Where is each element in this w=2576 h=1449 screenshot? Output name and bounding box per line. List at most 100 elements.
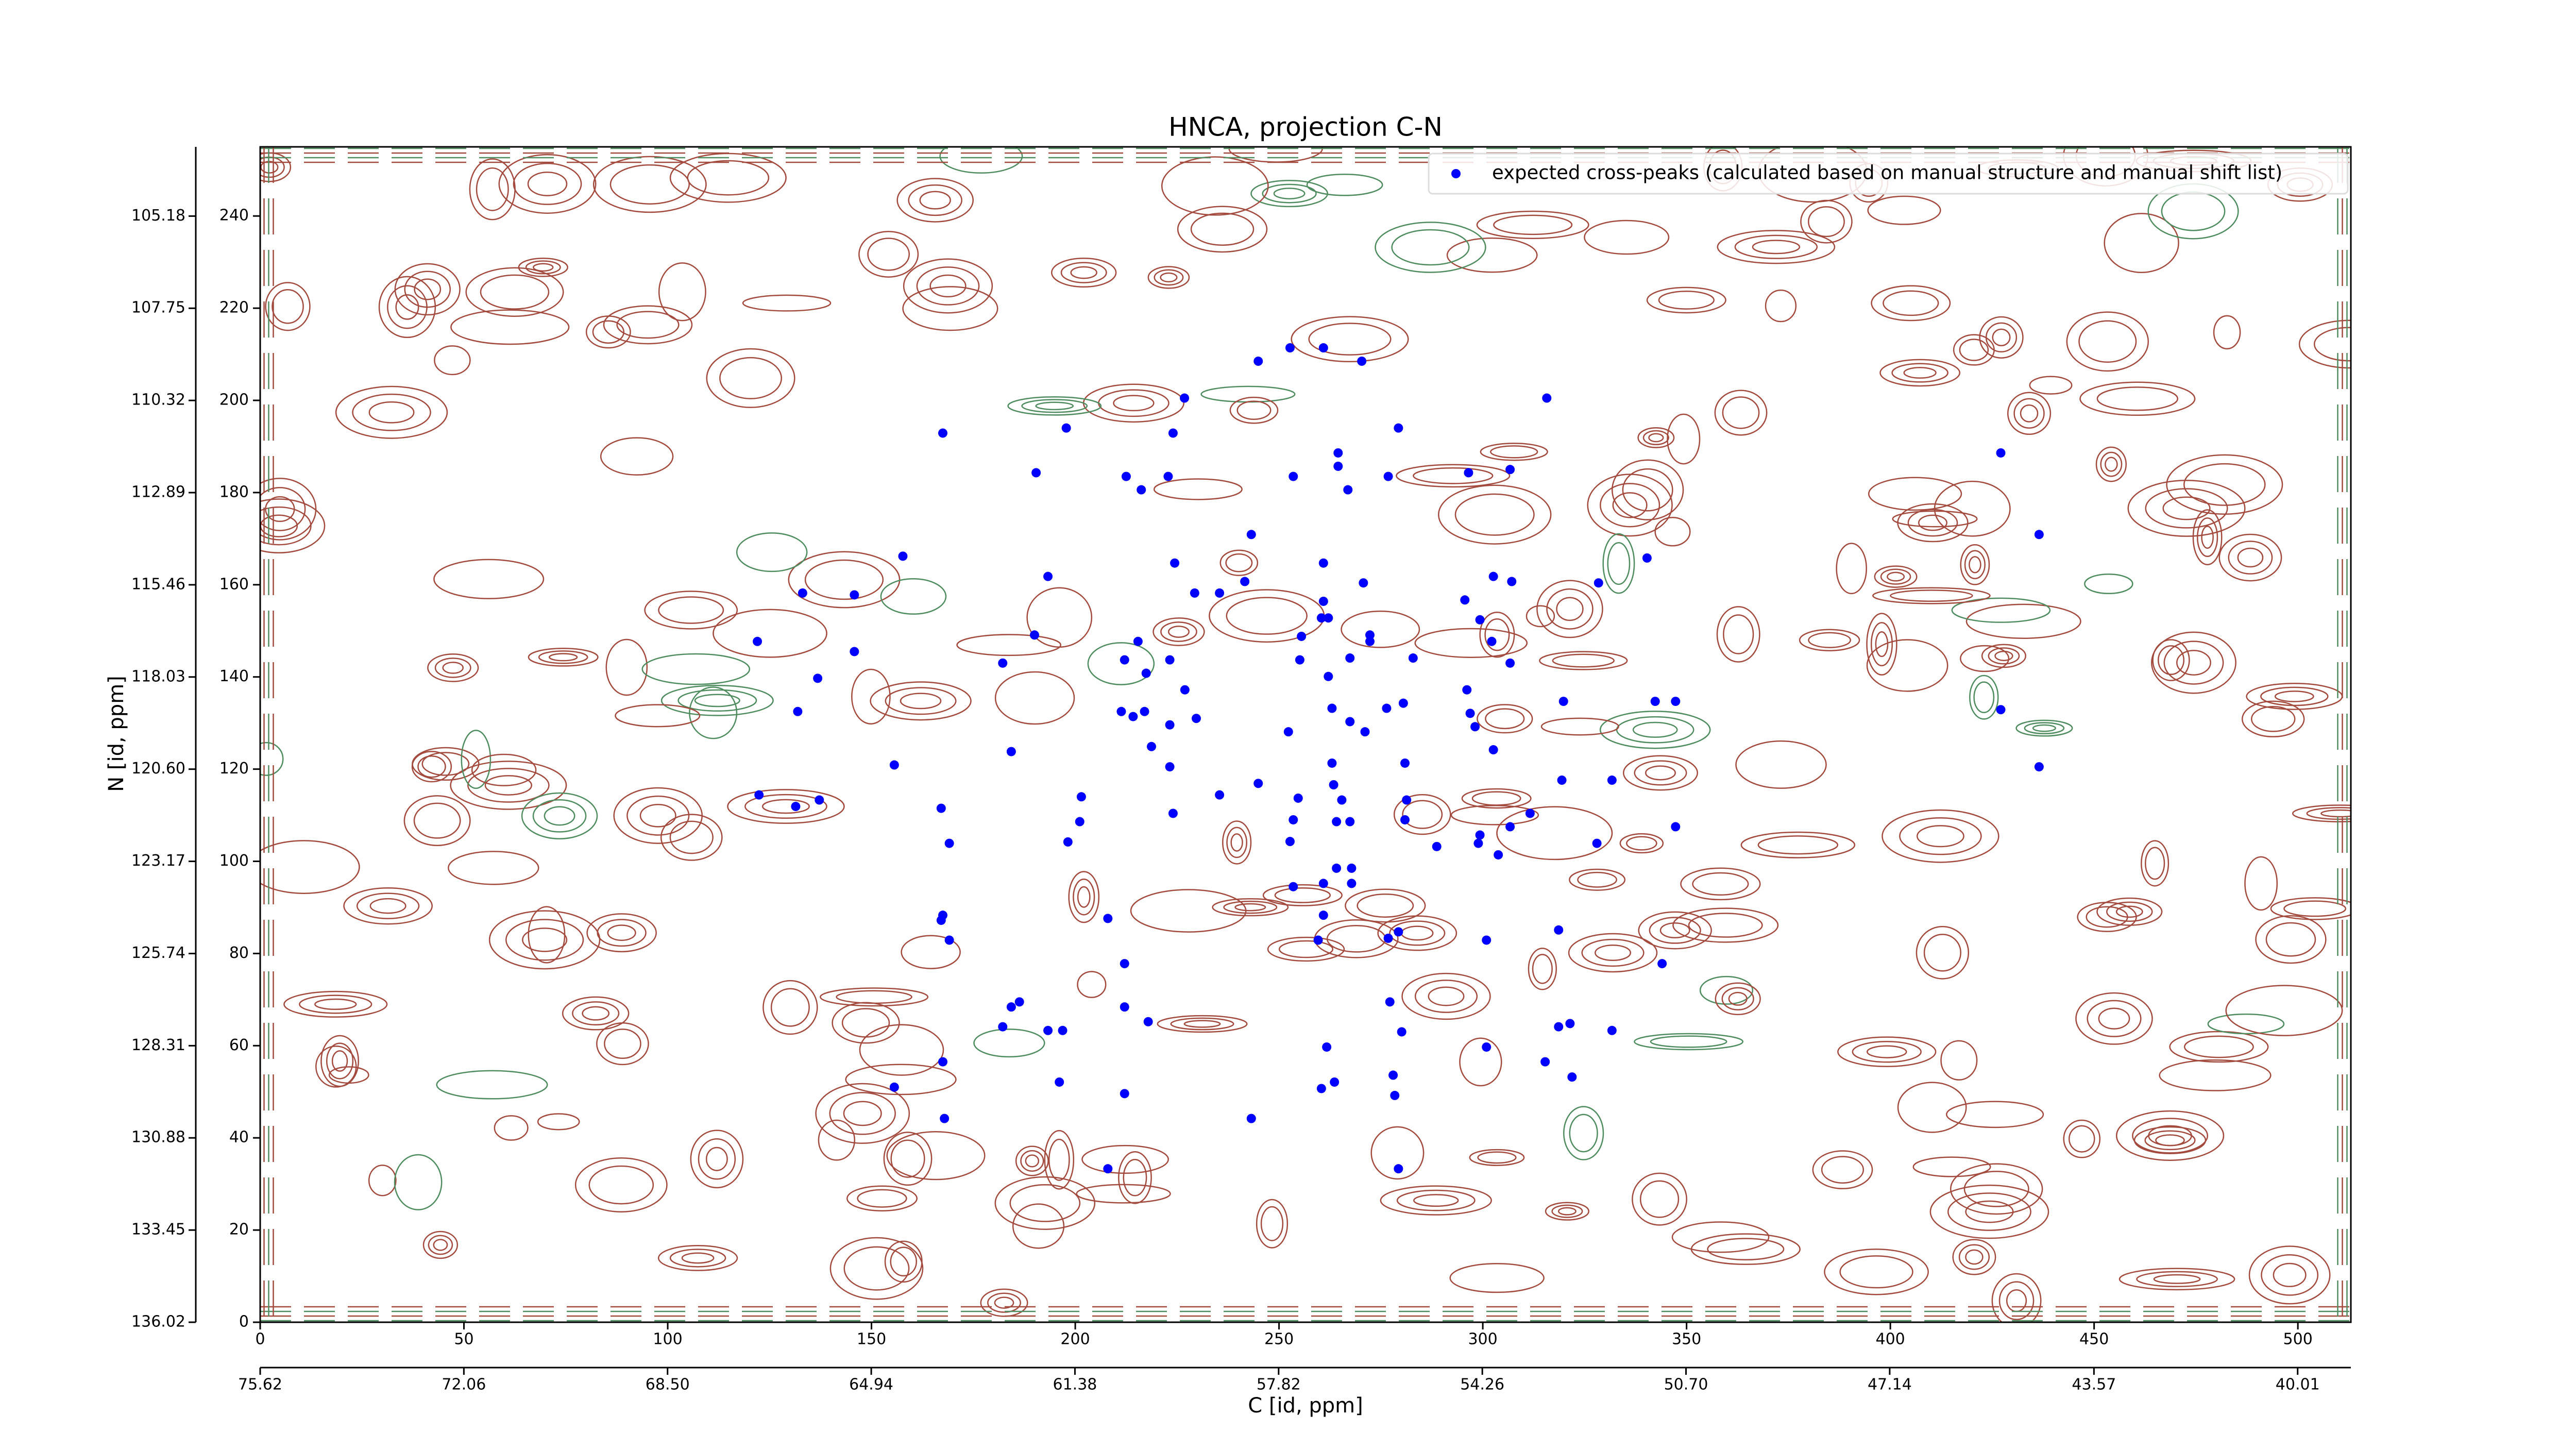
contour [1622,755,1699,791]
contour [851,668,891,724]
contour [2225,985,2343,1036]
contour [1632,721,1678,738]
contour [616,311,680,339]
contour [605,638,648,696]
contour [2024,722,2065,735]
contour [369,898,406,914]
cross-peak [1525,808,1535,818]
cross-peak [798,588,807,598]
contour [1690,1233,1801,1265]
contour [1402,800,1443,829]
contour [815,1083,910,1144]
y2-tick-label: 125.74 [131,944,185,962]
cross-peak [944,935,954,945]
contour [1839,1255,1913,1289]
cross-peak [1594,578,1603,588]
contour [980,1288,1028,1317]
contour [528,906,566,964]
contour [467,768,550,803]
contour [1916,925,1970,980]
contour [1577,871,1617,888]
y2-tick-label: 112.89 [131,483,185,501]
contour [1437,484,1552,545]
contour [994,1176,1096,1230]
contour [1556,597,1584,621]
contour [1824,1248,1929,1295]
contour [1965,1249,1984,1265]
contour [843,1101,882,1126]
cross-peak [1554,1022,1564,1032]
contour [1969,556,1981,574]
contour [744,794,827,819]
cross-peak [1180,685,1190,695]
contour [2100,451,2123,477]
contour [1551,1204,1583,1218]
contour [2029,376,2073,395]
contour [2115,905,2143,918]
cross-peak [1075,817,1084,827]
cross-peak [1006,747,1016,756]
contour [603,305,693,345]
contour [846,1185,918,1211]
contour [1413,1194,1459,1207]
contour [544,806,575,826]
contour [314,998,357,1010]
y-tick-label: 40 [229,1128,249,1147]
contour [1341,610,1420,648]
contour [609,164,690,205]
x2-tick-label: 47.14 [1868,1376,1912,1394]
contour [1707,1238,1785,1261]
x2-tick-label: 43.57 [2072,1376,2116,1394]
contour [2313,327,2351,362]
contour [2218,533,2282,582]
contour [658,596,724,624]
x-tick-label: 50 [454,1330,473,1349]
y2-tick-label: 118.03 [131,667,185,685]
contour [818,1119,855,1161]
contour [1223,900,1278,914]
contour [1950,1163,2043,1215]
cross-peak [1365,636,1375,646]
cross-peak [1330,1077,1340,1087]
contour [1875,631,1889,658]
cross-peak [1343,485,1353,495]
contour [1012,1203,1065,1249]
contour [1871,285,1951,322]
cross-peak [1143,1017,1153,1026]
cross-peak [1120,959,1129,969]
cross-peak [1215,588,1225,598]
cross-peak [1137,485,1146,495]
y2-tick-label: 133.45 [131,1221,185,1239]
contour [1157,1015,1248,1033]
contour [660,814,723,861]
contour [845,1064,957,1096]
y-axis-label: N [id, ppm] [105,676,128,792]
cross-peak [1332,817,1342,827]
y-tick-label: 220 [219,299,249,317]
cross-peak [2034,762,2044,772]
plot-frame [259,146,2352,1323]
contour [788,551,901,609]
contour [1728,991,1748,1006]
contour [1532,954,1553,984]
cross-peak [1388,1070,1398,1080]
cross-peak [1324,671,1333,681]
cross-peak [1347,863,1357,873]
cross-peak [936,803,946,813]
contour [518,257,568,277]
contour [1154,269,1184,286]
legend-marker [1451,169,1461,178]
contour [484,775,533,796]
cross-peak [1240,577,1250,586]
cross-peak [1464,468,1473,478]
contour [283,990,388,1018]
contour [1009,1184,1081,1222]
contour [705,1147,728,1171]
contour [2162,496,2211,520]
contour [1262,884,1343,906]
cross-peak [1494,850,1503,860]
contour [657,1245,738,1271]
contour [1130,889,1247,933]
y2-tick-label: 123.17 [131,852,185,870]
contour [2237,547,2264,568]
